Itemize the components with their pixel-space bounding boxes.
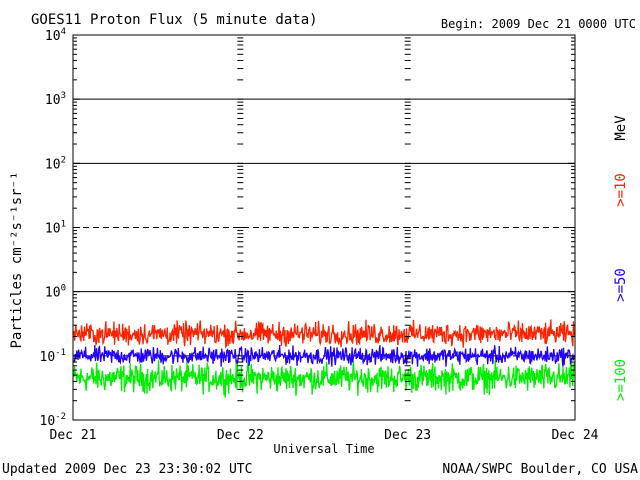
chart-title: GOES11 Proton Flux (5 minute data) [31, 12, 318, 28]
y-tick-label: 100 [45, 284, 66, 301]
y-tick-labels: 10-2 10-1 100 101 102 103 104 [40, 27, 67, 429]
series-line [73, 344, 575, 367]
credit-label: NOAA/SWPC Boulder, CO USA [442, 462, 638, 477]
y-tick-label: 104 [45, 27, 66, 44]
x-tick-label: Dec 22 [217, 428, 264, 443]
legend-entry: >=50 [613, 268, 629, 302]
y-tick-label: 103 [45, 91, 66, 108]
updated-timestamp: Updated 2009 Dec 23 23:30:02 UTC [2, 462, 252, 477]
axis-ticks [73, 34, 575, 421]
y-axis-label: Particles cm⁻²s⁻¹sr⁻¹ [9, 171, 25, 348]
x-axis-label: Universal Time [273, 442, 374, 456]
x-tick-label: Dec 21 [50, 428, 97, 443]
legend-entry: >=10 [613, 173, 629, 207]
x-tick-labels: Dec 21 Dec 22 Dec 23 Dec 24 [50, 428, 599, 443]
y-tick-label: 101 [45, 220, 66, 237]
legend-entry: >=100 [613, 359, 629, 401]
series-line [73, 319, 575, 349]
x-tick-label: Dec 24 [552, 428, 599, 443]
x-tick-label: Dec 23 [384, 428, 431, 443]
grid-lines [73, 34, 575, 357]
y-tick-label: 10-1 [40, 348, 67, 365]
series-layer [73, 319, 575, 398]
y-tick-label: 102 [45, 155, 66, 172]
y-tick-label: 10-2 [40, 412, 67, 429]
legend: MeV >=10 >=50 >=100 [613, 115, 629, 401]
begin-label: Begin: 2009 Dec 21 0000 UTC [441, 17, 636, 31]
plot-frame [72, 34, 576, 421]
legend-unit-label: MeV [613, 115, 629, 141]
series-line [73, 359, 575, 398]
